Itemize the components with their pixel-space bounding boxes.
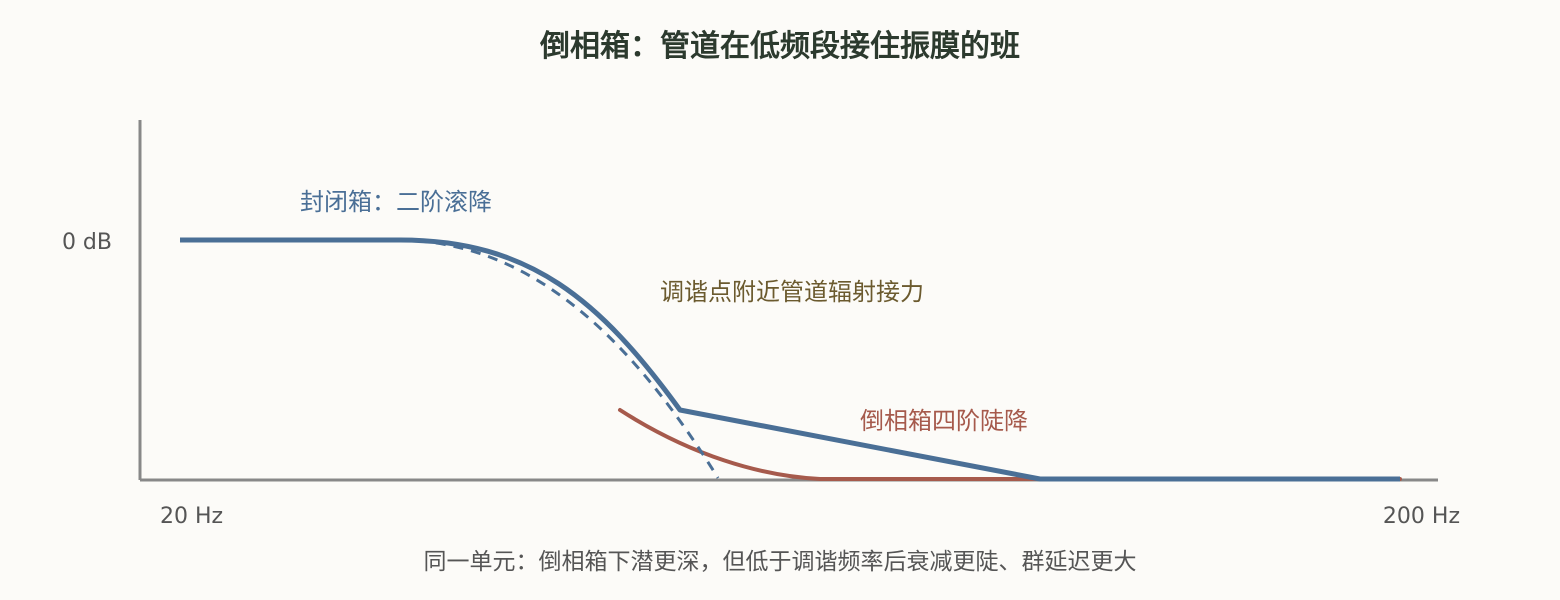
annotation-ported-box: 倒相箱四阶陡降 [860,407,1028,435]
annotation-sealed-box: 封闭箱：二阶滚降 [300,188,492,216]
diagram-caption: 同一单元：倒相箱下潜更深，但低于调谐频率后衰减更陡、群延迟更大 [424,549,1137,575]
x-tick-20hz: 20 Hz [160,504,223,529]
ported-driver-curve [618,408,1402,481]
ported-box-response-curve [180,237,1400,482]
sealed-box-dashed-curve [399,238,720,479]
y-tick-0db: 0 dB [62,230,112,255]
diagram-title: 倒相箱：管道在低频段接住振膜的班 [539,29,1020,64]
annotation-port-assist: 调谐点附近管道辐射接力 [660,278,924,306]
x-tick-200hz: 200 Hz [1383,504,1460,529]
